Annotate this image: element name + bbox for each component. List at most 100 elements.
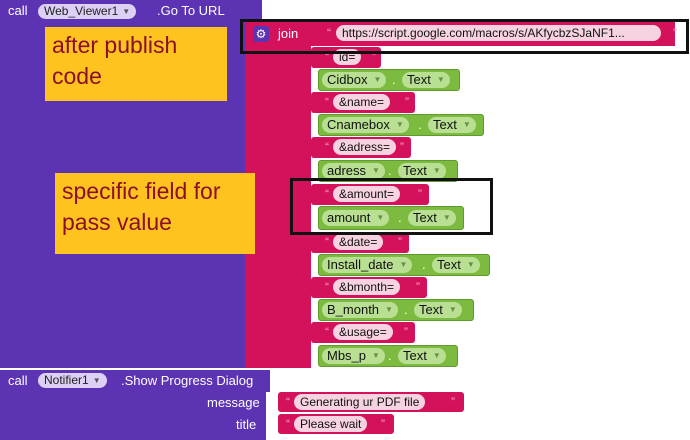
- close-quote: ”: [404, 325, 408, 339]
- message-string-field[interactable]: Generating ur PDF file: [294, 394, 426, 410]
- dot-separator: .: [392, 72, 396, 87]
- dropdown-arrow-icon: ▼: [372, 351, 380, 360]
- component-dropdown[interactable]: Cnamebox ▼: [322, 117, 409, 133]
- annotation-line: pass value: [62, 209, 172, 235]
- dropdown-arrow-icon: ▼: [122, 7, 131, 16]
- open-quote: “: [327, 26, 331, 40]
- call-label: call: [8, 3, 28, 18]
- property-name: Text: [433, 117, 457, 132]
- dropdown-arrow-icon: ▼: [436, 75, 445, 84]
- close-quote: ”: [416, 280, 420, 294]
- call-label: call: [8, 373, 28, 388]
- message-param-label: message: [207, 395, 260, 410]
- dropdown-arrow-icon: ▼: [92, 376, 101, 385]
- property-name: Text: [413, 210, 437, 225]
- component-name: Notifier1: [44, 373, 89, 387]
- dropdown-arrow-icon: ▼: [399, 260, 408, 269]
- string-field-adress[interactable]: &adress=: [333, 139, 397, 155]
- string-field-usage[interactable]: &usage=: [333, 324, 393, 340]
- dropdown-arrow-icon: ▼: [373, 75, 382, 84]
- annotation-note-after-publish: after publish code: [45, 27, 227, 101]
- component-name: adress: [327, 163, 367, 178]
- dot-separator: .: [388, 163, 392, 178]
- string-field-date[interactable]: &date=: [333, 234, 384, 250]
- property-dropdown[interactable]: Text ▼: [402, 72, 450, 88]
- string-field-bmonth[interactable]: &bmonth=: [333, 279, 401, 295]
- component-dropdown[interactable]: B_month ▼: [322, 302, 398, 318]
- annotation-line: code: [52, 63, 102, 89]
- property-name: Text: [407, 72, 431, 87]
- join-label: join: [278, 26, 299, 41]
- component-dropdown[interactable]: amount ▼: [322, 210, 390, 226]
- dot-separator: .: [422, 257, 426, 272]
- close-quote: ”: [673, 26, 677, 40]
- dropdown-arrow-icon: ▼: [432, 166, 441, 175]
- close-quote: ”: [400, 140, 404, 154]
- url-string-field[interactable]: https://script.google.com/macros/s/AKfyc…: [336, 25, 661, 41]
- component-name: Cidbox: [327, 72, 368, 87]
- component-dropdown[interactable]: adress ▼: [322, 163, 385, 179]
- property-name: Text: [419, 302, 443, 317]
- property-dropdown[interactable]: Text ▼: [414, 302, 462, 318]
- open-quote: “: [325, 140, 329, 154]
- open-quote: “: [325, 325, 329, 339]
- close-quote: ”: [372, 50, 376, 64]
- dropdown-arrow-icon: ▼: [395, 120, 404, 129]
- string-field-amount[interactable]: &amount=: [333, 186, 401, 202]
- dot-separator: .: [404, 302, 408, 317]
- dropdown-arrow-icon: ▼: [376, 213, 385, 222]
- dropdown-arrow-icon: ▼: [466, 260, 475, 269]
- component-dropdown-notifier[interactable]: Notifier1 ▼: [38, 373, 107, 388]
- close-quote: ”: [398, 235, 402, 249]
- dropdown-arrow-icon: ▼: [448, 305, 457, 314]
- open-quote: “: [325, 50, 329, 64]
- component-dropdown[interactable]: Install_date ▼: [322, 257, 413, 273]
- dropdown-arrow-icon: ▼: [385, 305, 393, 314]
- open-quote: “: [286, 417, 290, 431]
- component-name: Install_date: [327, 257, 394, 272]
- component-name: B_month: [327, 302, 380, 317]
- title-param-label: title: [236, 417, 257, 432]
- method-label: .Show Progress Dialog: [121, 373, 254, 388]
- property-dropdown[interactable]: Text ▼: [398, 163, 446, 179]
- annotation-note-specific-field: specific field for pass value: [55, 173, 255, 254]
- string-field-name[interactable]: &name=: [333, 94, 391, 110]
- property-dropdown[interactable]: Text ▼: [408, 210, 456, 226]
- property-dropdown[interactable]: Text ▼: [432, 257, 480, 273]
- join-block[interactable]: [245, 22, 311, 368]
- dropdown-arrow-icon: ▼: [462, 120, 471, 129]
- dot-separator: .: [398, 210, 402, 225]
- property-name: Text: [403, 348, 427, 363]
- component-name: amount: [327, 210, 371, 225]
- dropdown-arrow-icon: ▼: [432, 351, 441, 360]
- component-dropdown-web-viewer[interactable]: Web_Viewer1 ▼: [38, 4, 137, 19]
- highlight-box-url: [240, 19, 689, 54]
- component-dropdown[interactable]: Cidbox ▼: [322, 72, 387, 88]
- highlight-box-amount: [290, 178, 493, 235]
- property-name: Text: [437, 257, 461, 272]
- annotation-line: specific field for: [62, 178, 221, 204]
- property-dropdown[interactable]: Text ▼: [428, 117, 476, 133]
- dot-separator: .: [388, 348, 392, 363]
- open-quote: “: [325, 187, 329, 201]
- dropdown-arrow-icon: ▼: [442, 213, 451, 222]
- component-dropdown[interactable]: Mbs_p ▼: [322, 348, 385, 364]
- open-quote: “: [325, 235, 329, 249]
- component-name: Cnamebox: [327, 117, 390, 132]
- close-quote: ”: [451, 395, 455, 409]
- close-quote: ”: [418, 187, 422, 201]
- method-label: .Go To URL: [157, 3, 225, 18]
- title-string-field[interactable]: Please wait: [294, 416, 368, 432]
- dot-separator: .: [418, 117, 422, 132]
- open-quote: “: [325, 95, 329, 109]
- property-dropdown[interactable]: Text ▼: [398, 348, 446, 364]
- gear-icon[interactable]: ⚙: [253, 26, 269, 42]
- open-quote: “: [325, 280, 329, 294]
- property-name: Text: [403, 163, 427, 178]
- open-quote: “: [286, 395, 290, 409]
- component-name: Mbs_p: [327, 348, 367, 363]
- close-quote: ”: [405, 95, 409, 109]
- dropdown-arrow-icon: ▼: [372, 166, 380, 175]
- close-quote: ”: [381, 417, 385, 431]
- component-name: Web_Viewer1: [44, 4, 119, 18]
